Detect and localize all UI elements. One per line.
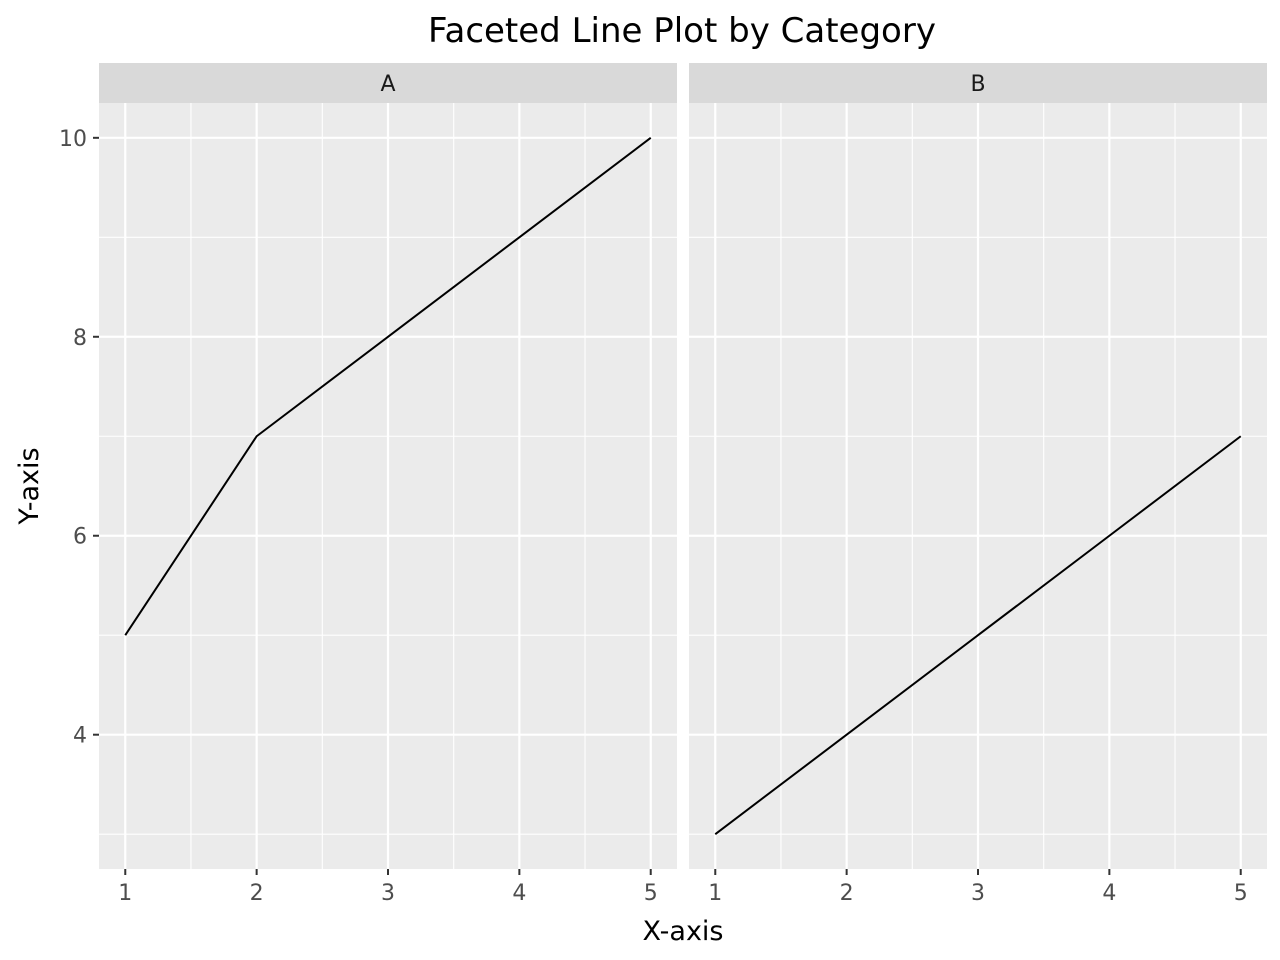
x-tick-label: 1 (708, 881, 722, 906)
facet-b: B 1 2 3 4 5 (689, 63, 1267, 906)
x-tick-label: 4 (1102, 881, 1116, 906)
x-tick-label: 3 (381, 881, 395, 906)
x-tick-label: 2 (250, 881, 264, 906)
y-axis: 4 6 8 10 (59, 127, 99, 749)
y-tick-label: 10 (59, 127, 87, 152)
facet-strip (99, 63, 677, 103)
facet-a: A 1 2 3 4 5 (99, 63, 677, 906)
y-tick-label: 6 (73, 525, 87, 550)
facet-panels: A 1 2 3 4 5 B 1 2 3 4 5 (99, 63, 1267, 906)
x-tick-label: 5 (644, 881, 658, 906)
y-tick-label: 4 (73, 724, 87, 749)
facet-strip-label: A (380, 72, 395, 97)
x-tick-label: 5 (1234, 881, 1248, 906)
x-axis-title: X-axis (643, 916, 724, 947)
facet-strip-label: B (970, 72, 985, 97)
facet-strip (689, 63, 1267, 103)
x-tick-label: 1 (118, 881, 132, 906)
x-tick-label: 2 (840, 881, 854, 906)
chart-title: Faceted Line Plot by Category (428, 11, 936, 51)
y-tick-label: 8 (73, 326, 87, 351)
x-tick-label: 4 (512, 881, 526, 906)
y-axis-title: Y-axis (14, 447, 45, 525)
x-tick-label: 3 (971, 881, 985, 906)
